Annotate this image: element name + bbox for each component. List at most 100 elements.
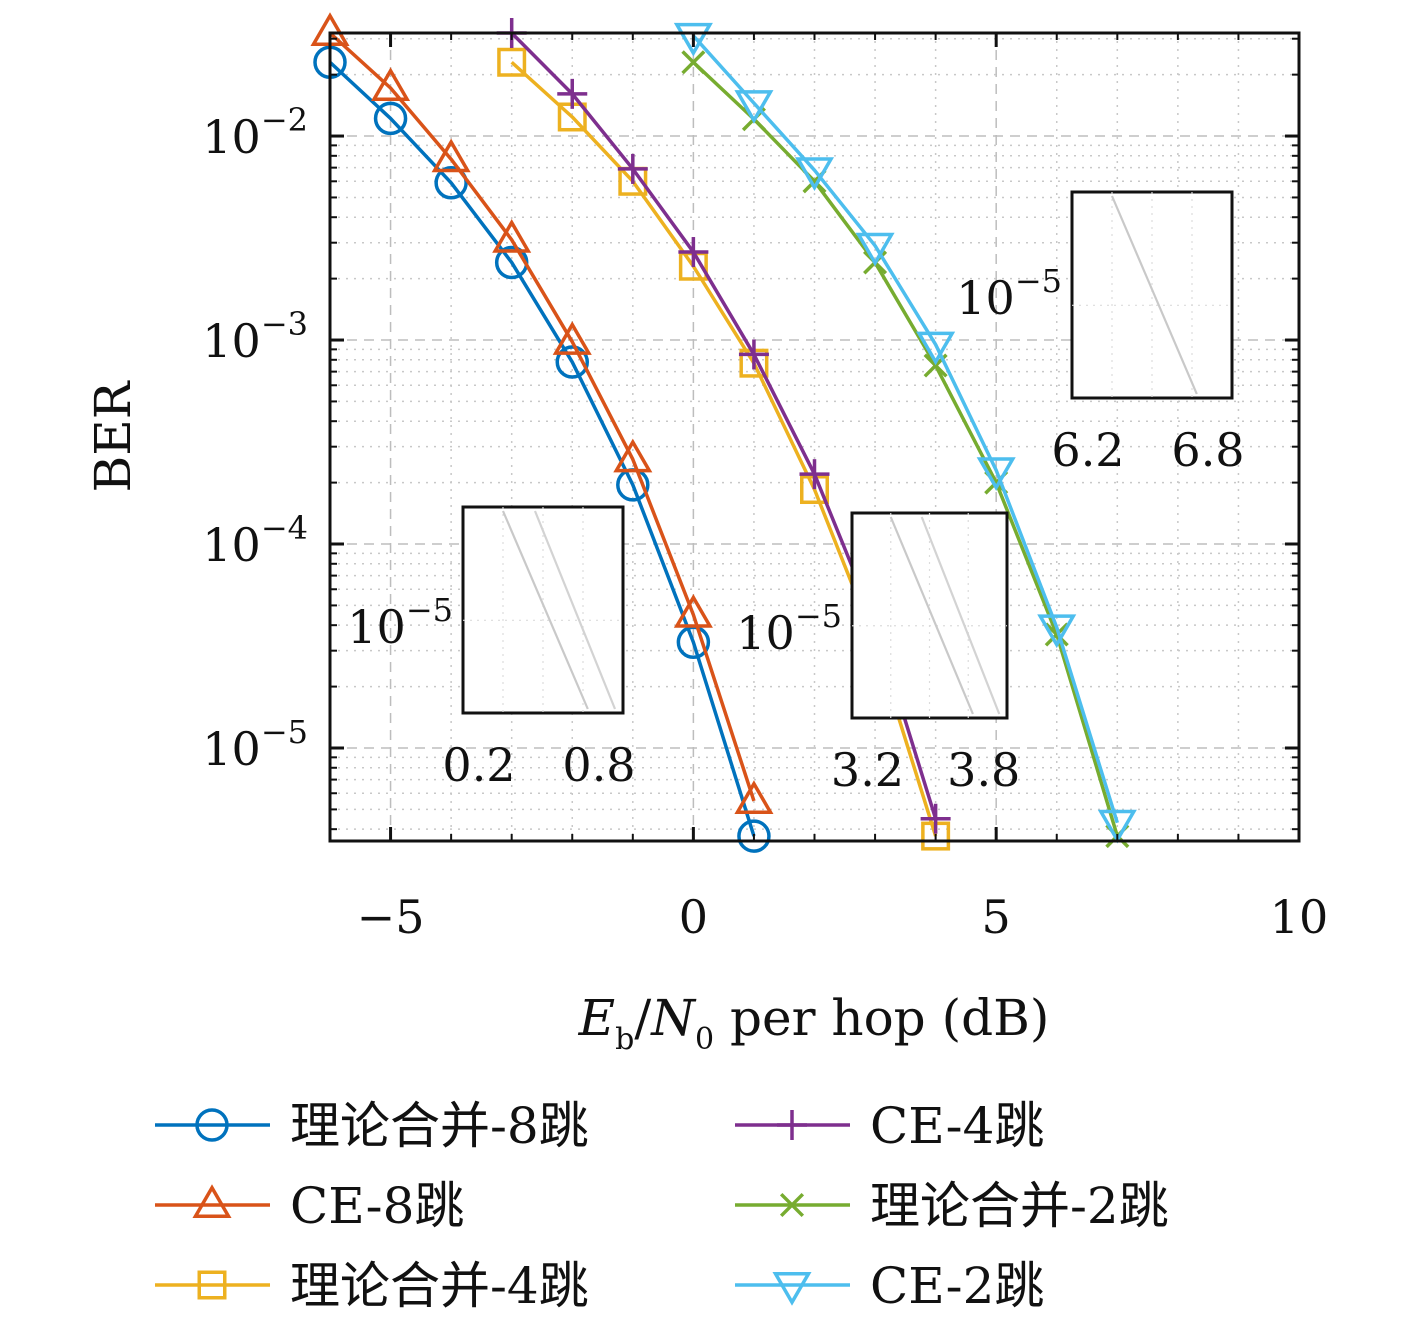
inset-curve	[501, 510, 589, 710]
triangle-up-marker	[613, 438, 653, 473]
inset-x-tick-label: 6.8	[1171, 423, 1244, 477]
y-tick-label: 10−5	[202, 713, 308, 776]
triangle-down-marker	[916, 331, 956, 366]
y-tick-label: 10−4	[202, 509, 308, 572]
inset-x-tick-label: 6.2	[1051, 423, 1124, 477]
triangle-up-marker	[492, 219, 532, 253]
x-axis-label: Eb/N0 per hop (dB)	[578, 989, 1050, 1057]
inset-x-tick-label: 0.8	[562, 738, 635, 792]
legend-label: CE-4跳	[870, 1097, 1044, 1155]
legend-label: 理论合并-8跳	[290, 1097, 589, 1155]
x-tick-label: 0	[679, 890, 708, 944]
legend-label: CE-8跳	[290, 1177, 464, 1235]
triangle-up-marker	[431, 138, 471, 173]
inset-3: 6.2 6.8 10−5	[956, 190, 1245, 477]
x-tick-label: −5	[357, 890, 425, 944]
data-point-marker	[557, 78, 588, 109]
series-3	[497, 47, 951, 851]
legend-entry-4: CE-4跳	[735, 1097, 1044, 1155]
inset-frame	[461, 505, 625, 715]
legend-label: CE-2跳	[870, 1257, 1044, 1315]
inset-frame	[850, 511, 1009, 720]
data-point-marker	[434, 166, 468, 200]
circle-marker	[434, 166, 468, 200]
data-point-marker	[794, 157, 835, 191]
x-marker-b	[1044, 622, 1069, 647]
y-tick-label: 10−2	[202, 101, 308, 164]
data-point-marker	[613, 438, 653, 473]
legend-entry-5: 理论合并-2跳	[735, 1177, 1169, 1235]
axes: −5 0 5 10 10−2 10−3 10−4 10−5	[202, 33, 1328, 944]
x-axis-label-rest: per hop (dB)	[714, 989, 1049, 1047]
legend-entry-2: CE-8跳	[155, 1177, 464, 1235]
series-line	[692, 34, 1119, 824]
inset-y-tick-label: 10−5	[736, 597, 842, 660]
x-axis-label-e: E	[578, 989, 616, 1047]
y-tick-label: 10−3	[202, 305, 308, 368]
circle-marker	[555, 345, 589, 379]
data-point-marker	[738, 339, 769, 370]
data-point-marker	[779, 1192, 805, 1218]
x-axis-label-n: N	[650, 989, 697, 1047]
x-tick-label: 10	[1270, 890, 1329, 944]
data-point-marker	[195, 1108, 229, 1142]
data-point-marker	[678, 237, 709, 268]
triangle-down-marker	[976, 457, 1016, 491]
y-axis-label: BER	[84, 380, 142, 492]
data-point-marker	[916, 331, 956, 366]
series-1	[313, 45, 771, 853]
data-point-marker	[772, 1272, 812, 1306]
data-point-marker	[1037, 614, 1077, 649]
data-point-marker	[673, 594, 713, 628]
data-point-marker	[192, 1184, 232, 1218]
triangle-down-marker	[673, 22, 713, 57]
data-point-marker	[497, 47, 527, 77]
inset-1: 0.2 0.8 10−5	[347, 505, 636, 792]
circle-marker	[737, 819, 771, 853]
inset-curve	[889, 516, 974, 715]
inset-curve	[1110, 195, 1198, 395]
inset-x-tick-label: 3.8	[947, 743, 1020, 797]
x-axis-label-slash: /	[634, 989, 651, 1047]
inset-curve	[920, 516, 1001, 715]
legend-label: 理论合并-4跳	[290, 1257, 589, 1315]
inset-frame	[1070, 190, 1234, 400]
data-point-marker	[799, 459, 830, 490]
data-point-marker	[373, 101, 408, 136]
legend-entry-1: 理论合并-8跳	[155, 1097, 589, 1155]
data-point-marker	[197, 1270, 227, 1300]
x-axis-label-e-sub: b	[615, 1022, 634, 1057]
series-line	[328, 60, 756, 837]
series-line	[510, 60, 938, 837]
data-point-marker	[976, 457, 1016, 491]
triangle-down-marker	[1037, 614, 1077, 649]
data-point-marker	[552, 321, 592, 355]
triangle-up-marker	[734, 780, 774, 814]
legend-label: 理论合并-2跳	[870, 1177, 1169, 1235]
triangle-up-marker	[673, 594, 713, 628]
data-point-marker	[737, 819, 771, 853]
inset-x-tick-label: 3.2	[831, 743, 904, 797]
inset-x-tick-label: 0.2	[442, 738, 515, 792]
x-axis-label-n-sub: 0	[695, 1022, 714, 1057]
data-point-marker	[617, 153, 648, 184]
triangle-up-marker	[552, 321, 592, 355]
legend-entry-6: CE-2跳	[735, 1257, 1044, 1315]
data-point-marker	[734, 780, 774, 814]
data-point-marker	[734, 90, 774, 124]
series-layer	[310, 12, 1137, 853]
data-point-marker	[555, 345, 589, 379]
grid	[329, 33, 1300, 841]
data-point-marker	[1044, 622, 1069, 647]
x-tick-label: 5	[982, 890, 1011, 944]
insets: 0.2 0.8 10−5 3.2 3.8 10−5 6.2 6.8 10−5	[347, 190, 1245, 797]
inset-curve	[533, 510, 617, 710]
series-2	[310, 12, 774, 814]
series-6	[673, 22, 1137, 844]
triangle-up-marker	[371, 67, 411, 101]
triangle-down-marker	[794, 157, 835, 191]
x-marker-b	[681, 50, 706, 75]
data-point-marker	[777, 1110, 807, 1140]
